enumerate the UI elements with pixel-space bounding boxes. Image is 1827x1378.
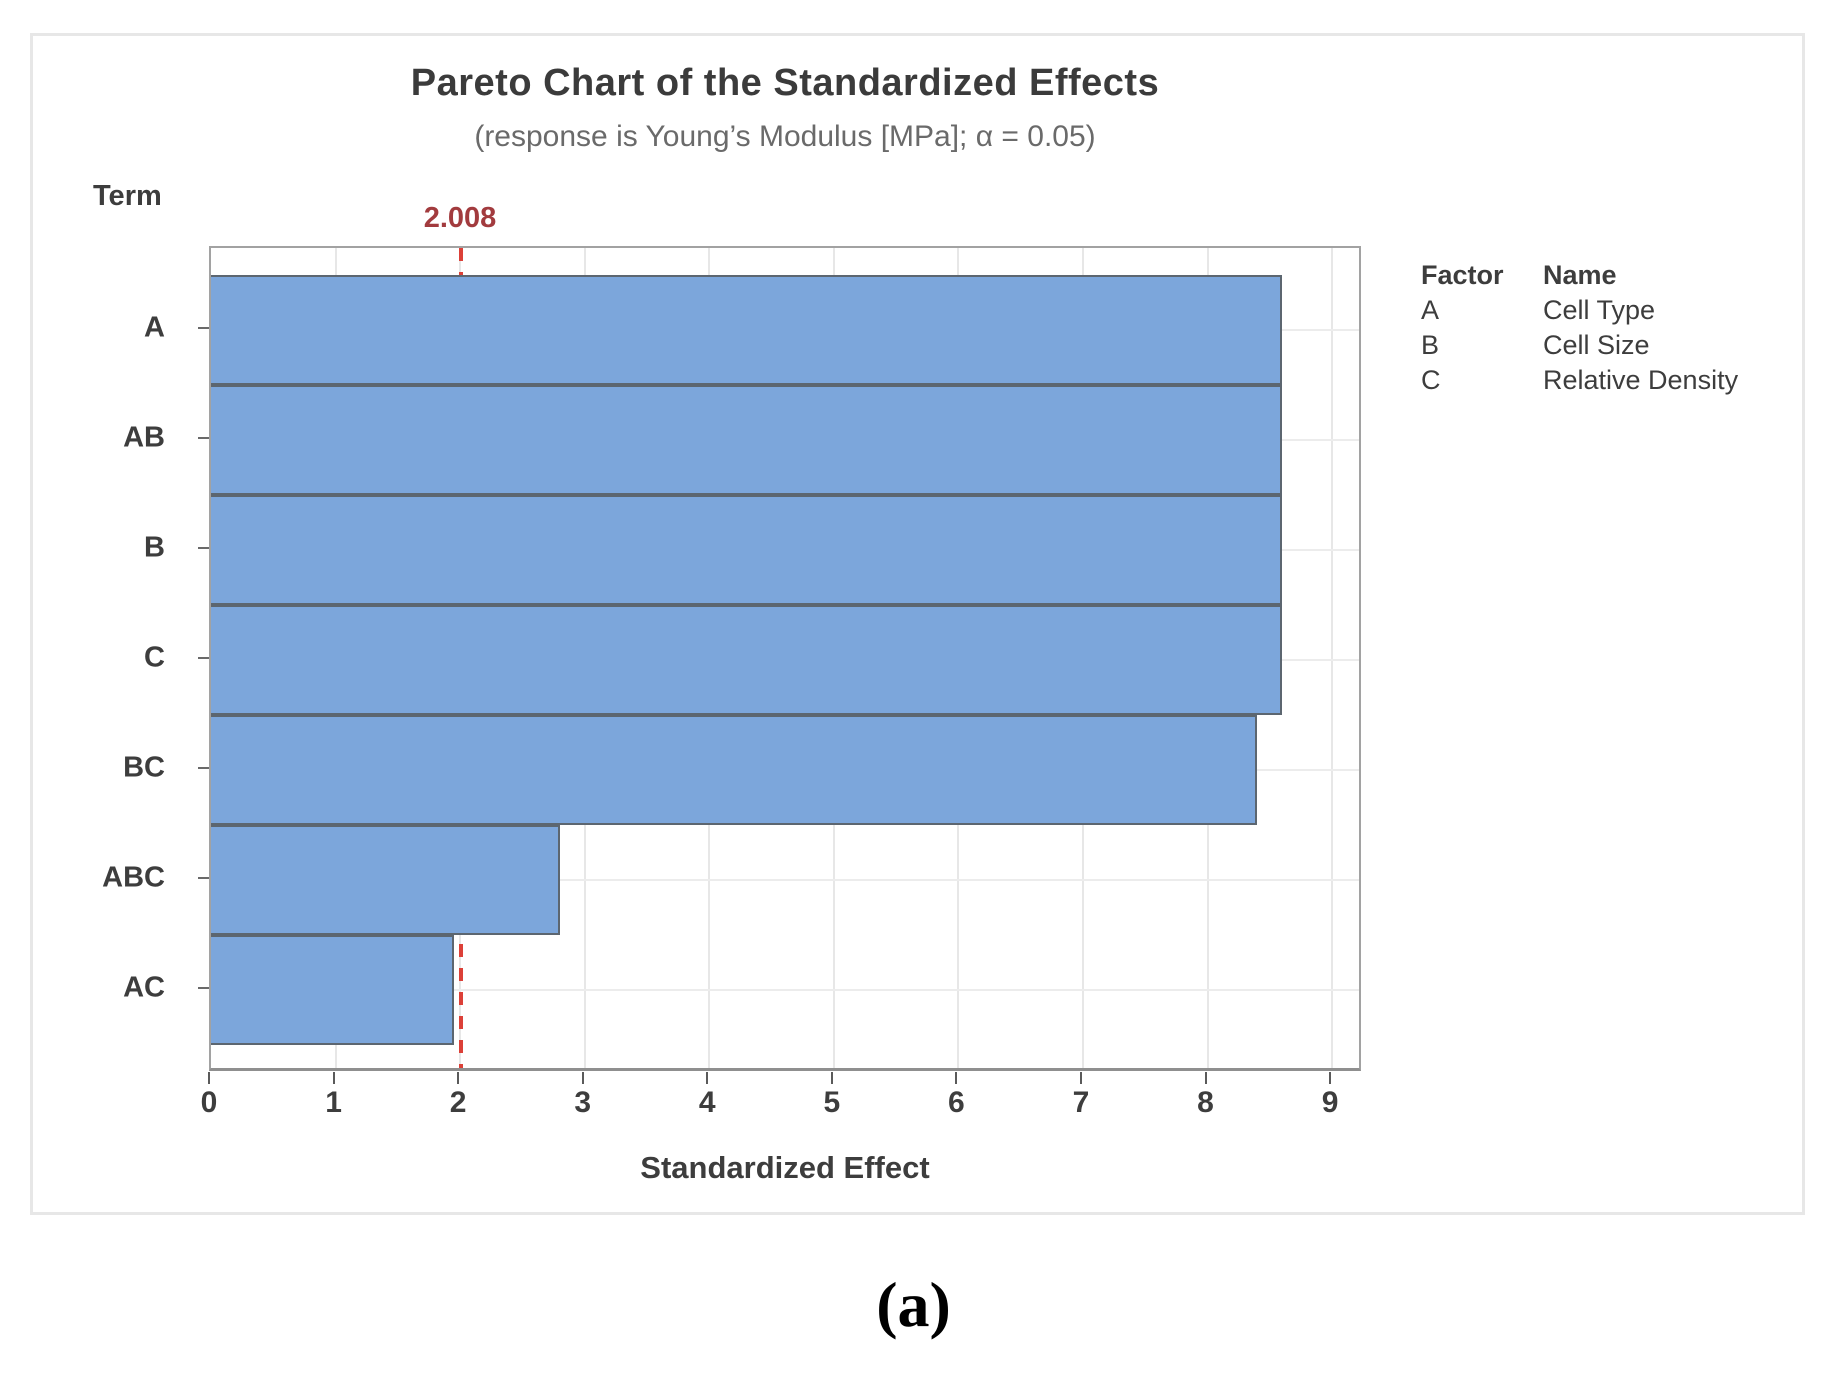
figure-frame: Pareto Chart of the Standardized Effects… (30, 33, 1805, 1215)
legend-name-header: Name (1543, 260, 1617, 290)
legend-name: Relative Density (1543, 365, 1739, 395)
y-tick (198, 767, 209, 769)
legend-row-B: B Cell Size (1421, 328, 1738, 363)
legend-name: Cell Size (1543, 330, 1650, 360)
reference-line-label: 2.008 (423, 202, 497, 234)
chart-subtitle: (response is Young’s Modulus [MPa]; α = … (474, 120, 1096, 153)
y-tick (198, 877, 209, 879)
legend-row-C: C Relative Density (1421, 363, 1738, 398)
x-tick (706, 1072, 709, 1084)
legend: Factor Name A Cell Type B Cell Size C Relativ… (1421, 258, 1738, 398)
term-label-C: C (144, 641, 165, 674)
legend-row-A: A Cell Type (1421, 293, 1738, 328)
bar-B (211, 495, 1282, 605)
legend-factor-header: Factor (1421, 260, 1504, 290)
x-tick-label-6: 6 (948, 1086, 965, 1119)
x-tick-label-7: 7 (1072, 1086, 1090, 1119)
x-tick (457, 1072, 460, 1084)
x-tick-label-8: 8 (1197, 1086, 1214, 1119)
x-tick-label-3: 3 (574, 1086, 592, 1119)
y-tick (198, 987, 209, 989)
term-label-ABC: ABC (102, 861, 165, 894)
x-tick (955, 1072, 958, 1084)
x-tick (1204, 1072, 1207, 1084)
x-tick-label-0: 0 (200, 1086, 218, 1119)
bar-AB (211, 385, 1282, 495)
y-tick (198, 437, 209, 439)
y-tick (198, 657, 209, 659)
bar-ABC (211, 825, 560, 935)
vertical-gridline (1331, 248, 1334, 1068)
term-label-BC: BC (123, 751, 165, 784)
x-tick (581, 1072, 584, 1084)
legend-header: Factor Name (1421, 258, 1738, 293)
legend-factor: C (1421, 365, 1441, 395)
x-tick (208, 1072, 210, 1084)
x-tick (1079, 1072, 1082, 1084)
term-label-B: B (144, 531, 165, 564)
x-tick-label-5: 5 (823, 1086, 841, 1119)
plot-area (209, 246, 1361, 1071)
legend-name: Cell Type (1543, 295, 1656, 325)
horizontal-gridline (211, 989, 1359, 991)
x-tick-label-2: 2 (449, 1086, 467, 1119)
x-tick (1329, 1072, 1332, 1084)
legend-factor: B (1421, 330, 1440, 360)
x-tick-label-4: 4 (698, 1086, 716, 1119)
bar-C (211, 605, 1282, 715)
y-axis-title: Term (93, 180, 162, 212)
y-tick (198, 547, 209, 549)
x-axis-title: Standardized Effect (640, 1150, 930, 1185)
figure-caption: (a) (876, 1269, 951, 1340)
x-tick (830, 1072, 833, 1084)
term-label-AC: AC (123, 971, 165, 1004)
x-tick-label-1: 1 (325, 1086, 342, 1119)
term-label-AB: AB (123, 421, 165, 454)
bar-AC (211, 935, 454, 1045)
bar-BC (211, 715, 1257, 825)
bar-A (211, 275, 1282, 385)
term-label-A: A (144, 311, 165, 344)
y-tick (198, 327, 209, 329)
chart-title: Pareto Chart of the Standardized Effects (410, 62, 1160, 104)
legend-rows: A Cell Type B Cell Size C Relative Density (1421, 293, 1738, 398)
x-tick-label-9: 9 (1321, 1086, 1339, 1119)
legend-factor: A (1421, 295, 1440, 325)
horizontal-gridline (211, 879, 1359, 881)
x-tick (332, 1072, 335, 1084)
